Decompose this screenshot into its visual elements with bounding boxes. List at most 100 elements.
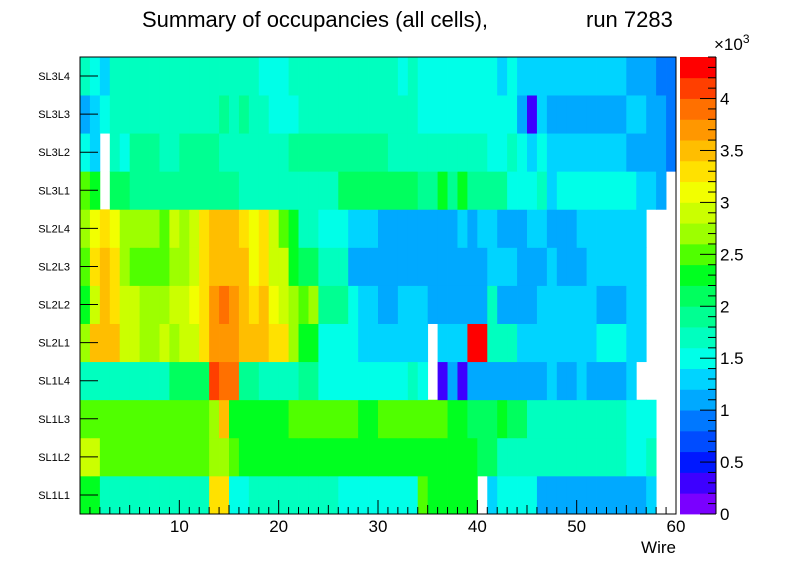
heatmap-cell (556, 95, 568, 134)
heatmap-cell (606, 437, 617, 477)
heatmap-cell (348, 95, 359, 134)
heatmap-cell (387, 361, 399, 401)
heatmap-cell (507, 57, 518, 96)
heatmap-cell (338, 133, 349, 172)
heatmap-cell (546, 95, 558, 134)
heatmap-cell (298, 361, 309, 401)
heatmap-cell (378, 361, 389, 401)
heatmap-cell (338, 475, 349, 515)
heatmap-cell (348, 361, 359, 401)
heatmap-cell (348, 171, 359, 210)
heatmap-cell (437, 285, 448, 324)
heatmap-cell (209, 361, 220, 401)
colorbar-exponent-base: ×10 (714, 35, 743, 54)
heatmap-cell (656, 171, 667, 210)
heatmap-cell (487, 133, 498, 172)
heatmap-cell (387, 171, 399, 210)
heatmap-cell (397, 323, 409, 363)
heatmap-cell (199, 475, 210, 515)
heatmap-cell (586, 285, 597, 324)
heatmap-cell (378, 95, 389, 134)
heatmap-cell (308, 361, 319, 401)
heatmap-cell (199, 361, 210, 401)
heatmap-cell (447, 95, 458, 134)
heatmap-cell (248, 323, 260, 363)
heatmap-cell (626, 247, 637, 286)
heatmap-cell (298, 247, 309, 286)
heatmap-cell (308, 285, 319, 324)
heatmap-cell (268, 57, 280, 96)
heatmap-cell (606, 133, 617, 172)
heatmap-cell (626, 133, 637, 172)
heatmap-cell (427, 437, 438, 477)
heatmap-cell (288, 57, 299, 96)
heatmap-cell (387, 475, 399, 515)
heatmap-cell (527, 475, 538, 515)
heatmap-cell (626, 475, 637, 515)
heatmap-cell (566, 209, 578, 248)
heatmap-cell (536, 171, 548, 210)
heatmap-cell (397, 399, 409, 439)
heatmap-cell (467, 171, 478, 210)
heatmap-cell (268, 247, 280, 286)
color-scale-label: 0 (720, 505, 729, 524)
heatmap-cell (616, 95, 627, 134)
heatmap-cell (199, 57, 210, 96)
heatmap-cell (636, 475, 647, 515)
heatmap-cell (636, 437, 647, 477)
heatmap-cell (149, 361, 160, 401)
heatmap-cell (646, 171, 657, 210)
heatmap-cell (636, 285, 647, 324)
heatmap-cell (556, 57, 568, 96)
heatmap-cell (189, 171, 200, 210)
heatmap-cell (477, 95, 488, 134)
color-scale-bar (680, 57, 717, 515)
heatmap-cell (477, 399, 488, 439)
heatmap-cell (527, 171, 538, 210)
heatmap-cell (437, 95, 448, 134)
color-scale-swatch (680, 451, 716, 473)
heatmap-cell (427, 95, 438, 134)
heatmap-cell (417, 437, 429, 477)
heatmap-cell (477, 437, 488, 477)
heatmap-cell (119, 475, 131, 515)
heatmap-cell (596, 95, 607, 134)
heatmap-cell (99, 95, 111, 134)
heatmap-cell (566, 133, 578, 172)
heatmap-cell (507, 285, 518, 324)
heatmap-cell (238, 57, 250, 96)
heatmap-cell (556, 475, 568, 515)
heatmap-cell (536, 323, 548, 363)
heatmap-cell (219, 171, 230, 210)
heatmap-cell (219, 475, 230, 515)
heatmap-cell (546, 57, 558, 96)
heatmap-cell (636, 95, 647, 134)
heatmap-cell (318, 437, 329, 477)
heatmap-cell (229, 437, 240, 477)
heatmap-cell (616, 133, 627, 172)
heatmap-cell (169, 361, 180, 401)
heatmap-cell (159, 475, 170, 515)
heatmap-cell (626, 171, 637, 210)
heatmap-cell (169, 247, 180, 286)
heatmap-cell (169, 171, 180, 210)
heatmap-cell (338, 95, 349, 134)
heatmap-cell (487, 399, 498, 439)
color-scale-swatch (680, 389, 716, 411)
heatmap-cell (229, 475, 240, 515)
heatmap-cell (248, 399, 260, 439)
heatmap-cell (338, 399, 349, 439)
heatmap-cell (139, 247, 150, 286)
heatmap-cell (457, 323, 468, 363)
heatmap-cell (517, 133, 528, 172)
heatmap-cell (169, 475, 180, 515)
heatmap-cell (397, 437, 409, 477)
heatmap-cell (387, 437, 399, 477)
heatmap-cell (288, 95, 299, 134)
heatmap-cell (99, 209, 111, 248)
heatmap-cell (447, 209, 458, 248)
heatmap-cell (368, 95, 379, 134)
heatmap-cell (358, 95, 369, 134)
heatmap-cell (268, 171, 280, 210)
heatmap-cell (457, 247, 468, 286)
